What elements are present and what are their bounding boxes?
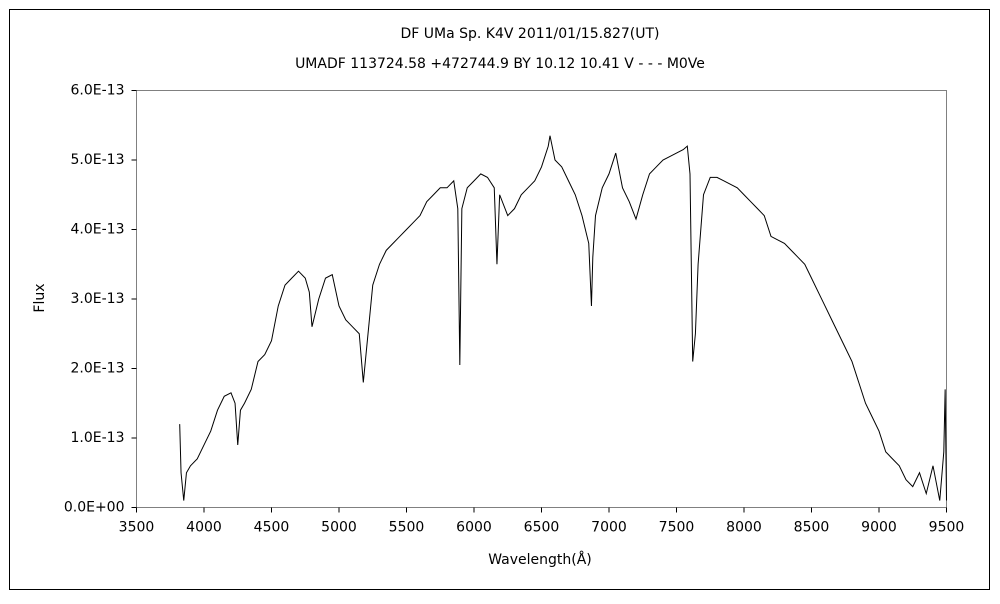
x-tick-label: 7500	[659, 520, 695, 536]
y-tick-label: 6.0E-13	[71, 83, 125, 99]
x-tick-label: 4500	[254, 520, 290, 536]
x-axis-label: Wavelength(Å)	[488, 551, 592, 568]
chart-frame	[9, 9, 990, 590]
x-tick-label: 5000	[321, 520, 357, 536]
x-tick-label: 7000	[591, 520, 627, 536]
chart-subtitle: UMADF 113724.58 +472744.9 BY 10.12 10.41…	[295, 56, 705, 72]
x-tick-label: 9500	[929, 520, 965, 536]
x-tick-label: 8500	[794, 520, 830, 536]
x-tick-label: 4000	[186, 520, 222, 536]
y-axis-label: Flux	[32, 283, 48, 312]
y-tick-label: 5.0E-13	[71, 152, 125, 168]
chart-title: DF UMa Sp. K4V 2011/01/15.827(UT)	[400, 26, 659, 42]
y-tick-label: 3.0E-13	[71, 291, 125, 307]
y-tick-label: 0.0E+00	[64, 500, 125, 516]
spectrum-line	[179, 135, 947, 501]
x-tick-label: 3500	[119, 520, 155, 536]
y-tick-label: 2.0E-13	[71, 361, 125, 377]
x-tick-label: 5500	[389, 520, 425, 536]
y-tick-label: 4.0E-13	[71, 222, 125, 238]
x-tick-label: 6000	[456, 520, 492, 536]
x-tick-label: 8000	[726, 520, 762, 536]
x-tick-label: 9000	[861, 520, 897, 536]
y-tick-label: 1.0E-13	[71, 430, 125, 446]
x-tick-label: 6500	[524, 520, 560, 536]
